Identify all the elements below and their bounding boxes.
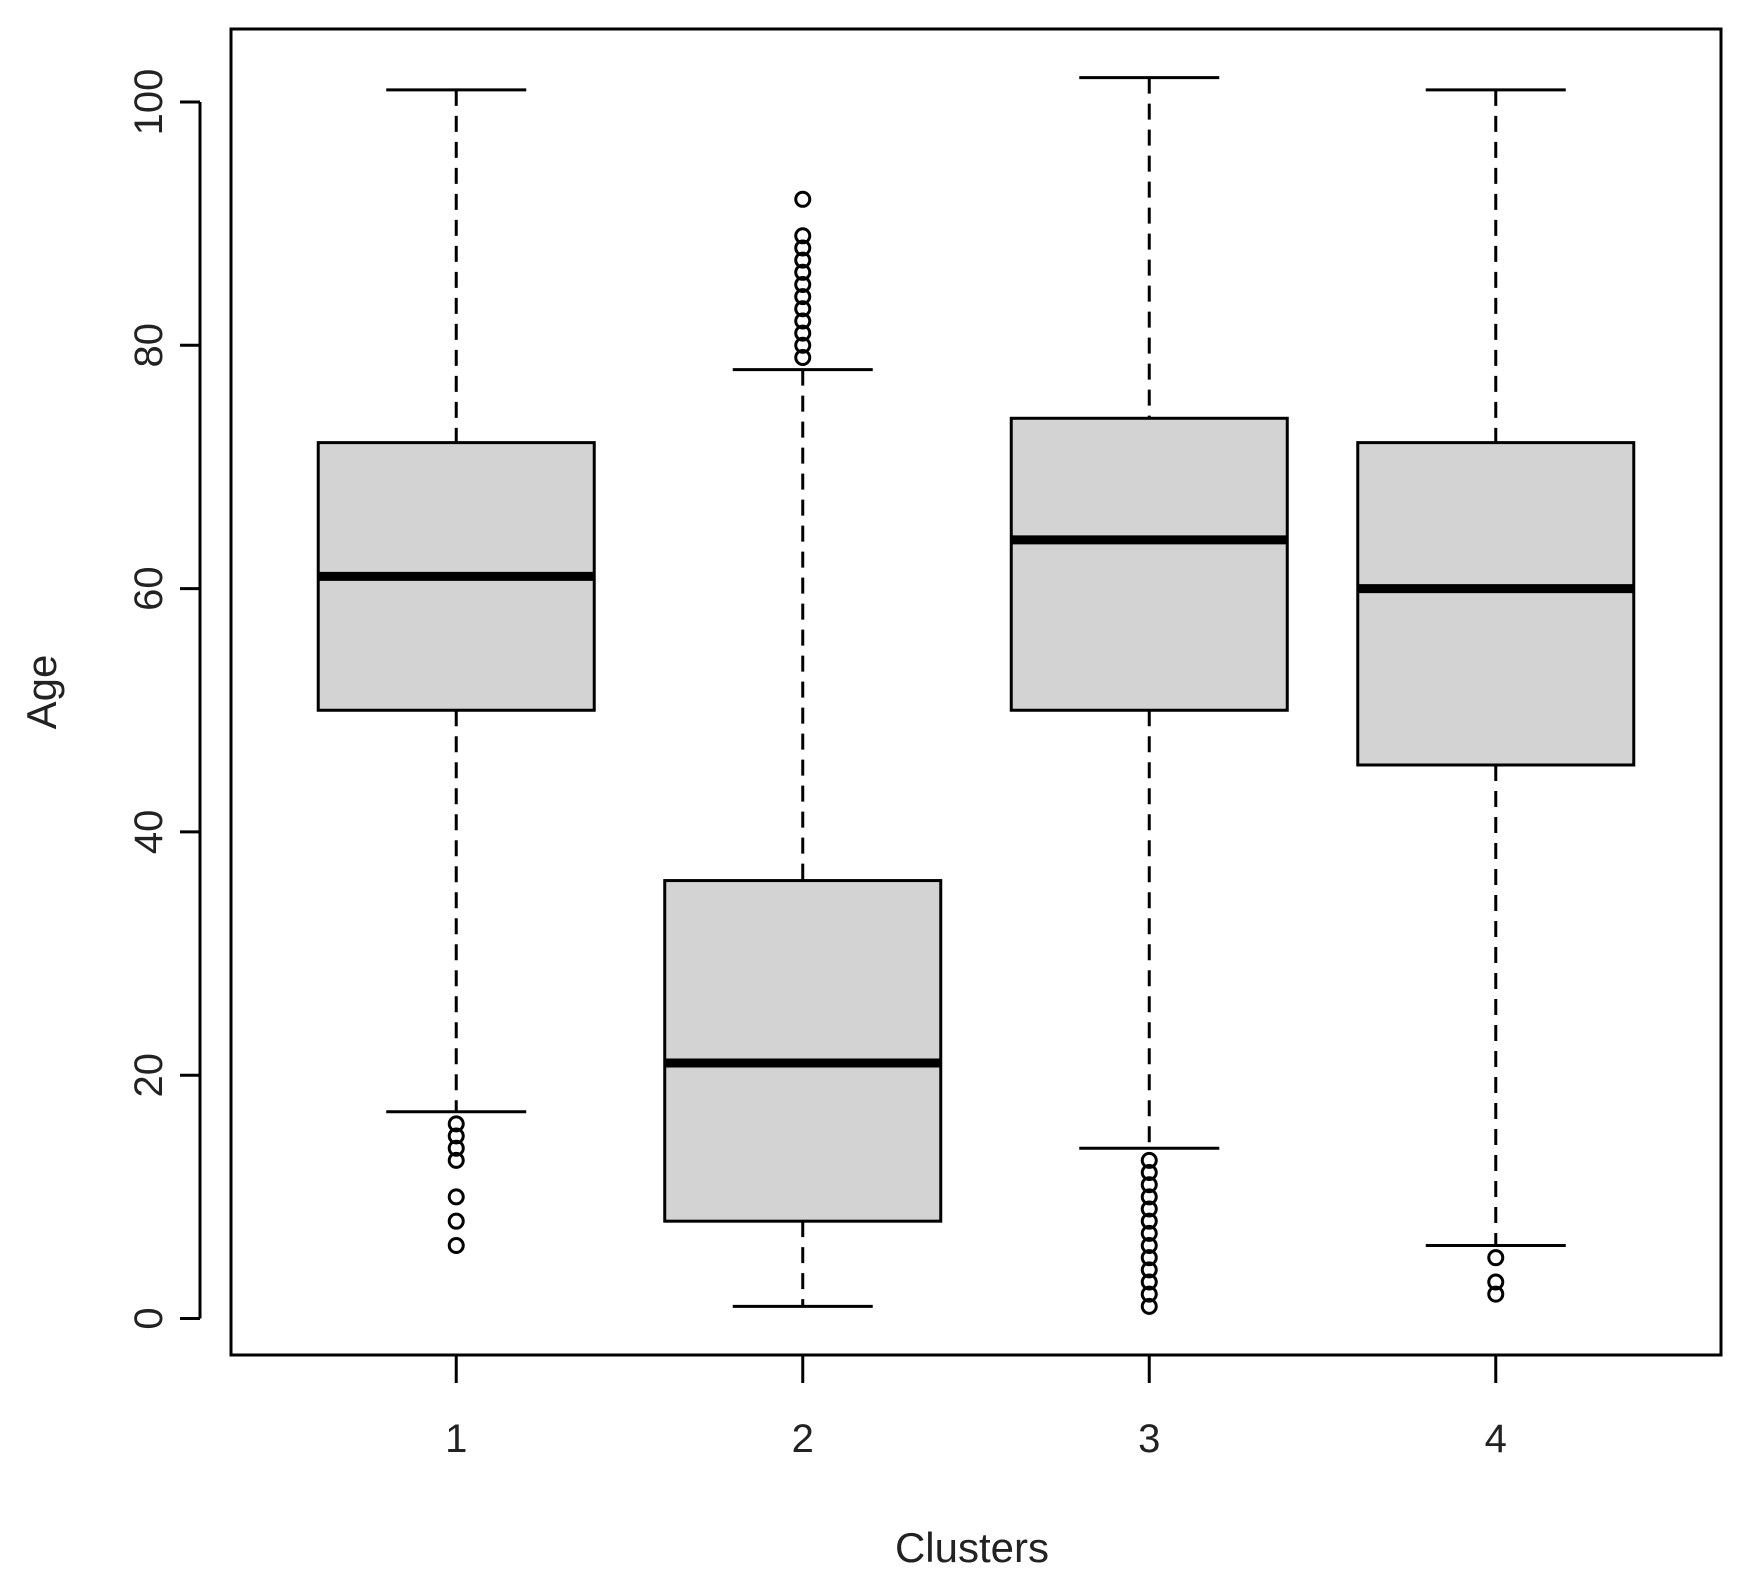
outlier-point	[1487, 1285, 1505, 1303]
outlier-point	[447, 1139, 465, 1157]
y-tick-label: 60	[127, 566, 171, 611]
outlier-point	[1140, 1273, 1158, 1291]
outlier-point	[447, 1237, 465, 1255]
y-tick-label: 100	[127, 69, 171, 136]
boxes-layer	[316, 76, 1636, 1315]
outlier-point	[447, 1151, 465, 1169]
outlier-point	[447, 1115, 465, 1133]
x-tick-label: 1	[445, 1417, 467, 1461]
outlier-point	[794, 263, 812, 281]
outlier-point	[794, 312, 812, 330]
outlier-point	[1140, 1285, 1158, 1303]
outlier-point	[1140, 1200, 1158, 1218]
y-axis: 0 20 40 60 80 100	[127, 69, 202, 1330]
outlier-point	[447, 1212, 465, 1230]
x-tick-label: 3	[1138, 1417, 1160, 1461]
outlier-point	[794, 251, 812, 269]
outlier-point	[794, 190, 812, 208]
outlier-point	[1140, 1188, 1158, 1206]
box-cluster-3	[1009, 76, 1289, 1315]
x-tick-label: 4	[1485, 1417, 1507, 1461]
outlier-point	[794, 288, 812, 306]
outlier-point	[794, 348, 812, 366]
outlier-point	[1140, 1261, 1158, 1279]
box-cluster-2	[663, 190, 943, 1308]
outlier-point	[447, 1188, 465, 1206]
iqr-box	[663, 879, 943, 1223]
box-cluster-4	[1356, 88, 1636, 1303]
box-cluster-1	[316, 88, 596, 1255]
outlier-point	[447, 1127, 465, 1145]
outlier-point	[1140, 1176, 1158, 1194]
iqr-box	[1356, 441, 1636, 767]
outlier-point	[1140, 1224, 1158, 1242]
outlier-point	[1140, 1297, 1158, 1315]
y-tick-label: 80	[127, 323, 171, 368]
outlier-point	[794, 336, 812, 354]
y-axis-label: Age	[18, 655, 65, 730]
y-tick-label: 40	[127, 810, 171, 855]
outlier-point	[1140, 1249, 1158, 1267]
outlier-point	[794, 275, 812, 293]
outlier-point	[794, 227, 812, 245]
outlier-point	[1487, 1273, 1505, 1291]
x-axis: 1 2 3 4	[445, 1355, 1507, 1461]
outlier-point	[1140, 1164, 1158, 1182]
outlier-point	[794, 324, 812, 342]
iqr-box	[1009, 416, 1289, 712]
plot-frame	[229, 27, 1723, 1357]
outlier-point	[1140, 1212, 1158, 1230]
y-tick-label: 0	[127, 1307, 171, 1329]
outlier-point	[1140, 1151, 1158, 1169]
outlier-point	[794, 239, 812, 257]
y-tick-label: 20	[127, 1053, 171, 1098]
outlier-point	[1140, 1237, 1158, 1255]
x-axis-label: Clusters	[895, 1524, 1049, 1571]
outlier-point	[1487, 1249, 1505, 1267]
x-tick-label: 2	[792, 1417, 814, 1461]
outlier-point	[794, 300, 812, 318]
